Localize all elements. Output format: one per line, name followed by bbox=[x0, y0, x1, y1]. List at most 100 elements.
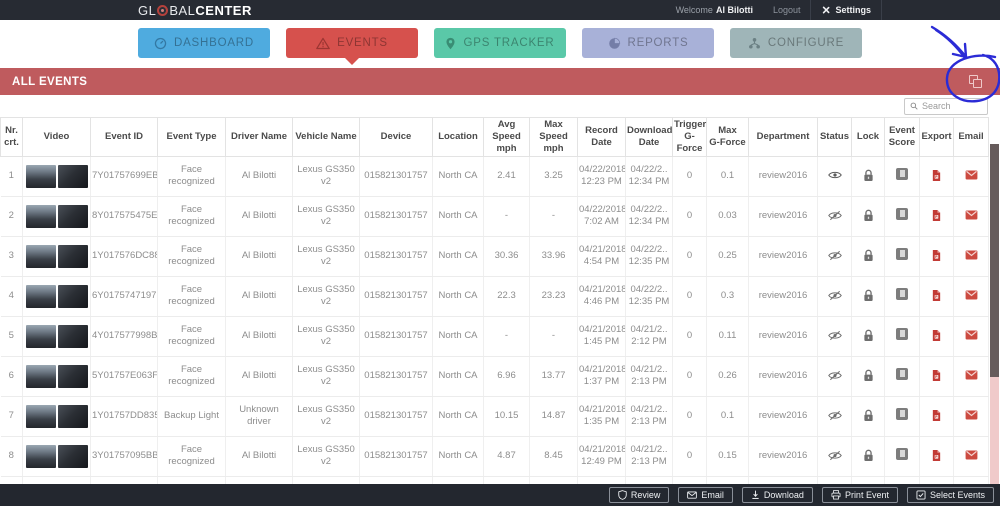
export-pdf-icon[interactable]: P bbox=[931, 249, 942, 262]
video-thumbnail-cabin[interactable] bbox=[57, 444, 88, 468]
logout-link[interactable]: Logout bbox=[772, 5, 801, 15]
video-thumbnail-cabin[interactable] bbox=[57, 164, 88, 188]
column-header[interactable]: Video bbox=[22, 117, 91, 157]
video-thumbnail-front[interactable] bbox=[25, 204, 56, 228]
lock-icon[interactable] bbox=[863, 329, 874, 342]
status-eye-slash-icon[interactable] bbox=[827, 250, 842, 261]
lock-icon[interactable] bbox=[863, 289, 874, 302]
export-pdf-icon[interactable]: P bbox=[931, 449, 942, 462]
column-header[interactable]: Location bbox=[432, 117, 484, 157]
lock-icon[interactable] bbox=[863, 169, 874, 182]
video-thumbnail-front[interactable] bbox=[25, 164, 56, 188]
nav-dashboard-button[interactable]: DASHBOARD bbox=[138, 28, 270, 58]
export-pdf-icon[interactable]: P bbox=[931, 369, 942, 382]
event-score-icon[interactable] bbox=[896, 407, 908, 420]
export-pdf-icon[interactable]: P bbox=[931, 209, 942, 222]
status-eye-slash-icon[interactable] bbox=[827, 370, 842, 381]
column-header[interactable]: Event Score bbox=[884, 117, 920, 157]
column-header[interactable]: Device bbox=[359, 117, 433, 157]
column-header[interactable]: Event Type bbox=[157, 117, 226, 157]
event-score-icon[interactable] bbox=[896, 367, 908, 380]
column-header[interactable]: Nr. crt. bbox=[0, 117, 23, 157]
column-header[interactable]: Department bbox=[748, 117, 818, 157]
video-thumbnail-front[interactable] bbox=[25, 324, 56, 348]
event-score-icon[interactable] bbox=[896, 327, 908, 340]
export-pdf-icon[interactable]: P bbox=[931, 409, 942, 422]
copy-pages-icon[interactable] bbox=[969, 75, 982, 88]
video-thumbnail-front[interactable] bbox=[25, 404, 56, 428]
table-header-row: Nr. crt. Video Event ID Event Type Driver Na… bbox=[0, 117, 989, 157]
nav-configure-button[interactable]: CONFIGURE bbox=[730, 28, 862, 58]
status-eye-slash-icon[interactable] bbox=[827, 410, 842, 421]
video-thumbnail-cabin[interactable] bbox=[57, 324, 88, 348]
event-score-icon[interactable] bbox=[896, 167, 908, 180]
email-row-icon[interactable] bbox=[965, 410, 978, 420]
event-score-icon[interactable] bbox=[896, 247, 908, 260]
video-thumbnail-front[interactable] bbox=[25, 244, 56, 268]
status-eye-slash-icon[interactable] bbox=[827, 330, 842, 341]
status-eye-slash-icon[interactable] bbox=[827, 290, 842, 301]
device-cell: 015821301757 bbox=[359, 236, 433, 277]
print-event-button[interactable]: Print Event bbox=[821, 487, 898, 503]
email-row-icon[interactable] bbox=[965, 330, 978, 340]
maxSpeed-cell: - bbox=[529, 316, 578, 357]
column-header[interactable]: Driver Name bbox=[225, 117, 293, 157]
column-header[interactable]: Email bbox=[953, 117, 989, 157]
export-pdf-icon[interactable]: P bbox=[931, 169, 942, 182]
email-row-icon[interactable] bbox=[965, 250, 978, 260]
video-thumbnail-cabin[interactable] bbox=[57, 284, 88, 308]
email-row-icon[interactable] bbox=[965, 450, 978, 460]
email-row-icon[interactable] bbox=[965, 170, 978, 180]
column-header[interactable]: Avg Speed mph bbox=[483, 117, 530, 157]
eventId-cell: 6Y0175747197 bbox=[90, 276, 158, 317]
email-row-icon[interactable] bbox=[965, 210, 978, 220]
event-score-icon[interactable] bbox=[896, 207, 908, 220]
event-score-icon[interactable] bbox=[896, 287, 908, 300]
lock-icon[interactable] bbox=[863, 249, 874, 262]
email-row-icon[interactable] bbox=[965, 370, 978, 380]
column-header[interactable]: Trigger G-Force bbox=[672, 117, 707, 157]
column-header[interactable]: Export bbox=[919, 117, 954, 157]
review-button[interactable]: Review bbox=[608, 487, 670, 503]
lock-cell bbox=[851, 396, 885, 437]
column-header[interactable]: Download Date bbox=[625, 117, 673, 157]
download-button[interactable]: Download bbox=[741, 487, 813, 503]
avgSpeed-cell: 10.15 bbox=[483, 396, 530, 437]
nav-gps-tracker-button[interactable]: GPS TRACKER bbox=[434, 28, 566, 58]
column-header[interactable]: Max G-Force bbox=[706, 117, 749, 157]
downloadDate-cell: 04/22/2.. 12:35 PM bbox=[625, 276, 673, 317]
export-pdf-icon[interactable]: P bbox=[931, 329, 942, 342]
video-thumbnail-front[interactable] bbox=[25, 364, 56, 388]
nav-reports-button[interactable]: REPORTS bbox=[582, 28, 714, 58]
column-header[interactable]: Event ID bbox=[90, 117, 158, 157]
select-events-button[interactable]: Select Events bbox=[906, 487, 994, 503]
video-thumbnail-cabin[interactable] bbox=[57, 404, 88, 428]
lock-icon[interactable] bbox=[863, 449, 874, 462]
scrollbar-thumb[interactable] bbox=[990, 144, 999, 377]
column-header[interactable]: Vehicle Name bbox=[292, 117, 360, 157]
settings-button[interactable]: Settings bbox=[810, 0, 882, 20]
column-header[interactable]: Record Date bbox=[577, 117, 626, 157]
nav-reports-label: REPORTS bbox=[627, 37, 689, 49]
column-header[interactable]: Lock bbox=[851, 117, 885, 157]
email-button[interactable]: Email bbox=[678, 487, 733, 503]
search-input[interactable] bbox=[922, 101, 982, 111]
column-header[interactable]: Max Speed mph bbox=[529, 117, 578, 157]
export-pdf-icon[interactable]: P bbox=[931, 289, 942, 302]
lock-icon[interactable] bbox=[863, 369, 874, 382]
nav-events-button[interactable]: EVENTS bbox=[286, 28, 418, 58]
video-thumbnail-cabin[interactable] bbox=[57, 244, 88, 268]
vertical-scrollbar[interactable] bbox=[990, 144, 999, 484]
video-thumbnail-cabin[interactable] bbox=[57, 204, 88, 228]
status-eye-icon[interactable] bbox=[827, 170, 842, 180]
video-thumbnail-cabin[interactable] bbox=[57, 364, 88, 388]
status-eye-slash-icon[interactable] bbox=[827, 450, 842, 461]
lock-icon[interactable] bbox=[863, 209, 874, 222]
event-score-icon[interactable] bbox=[896, 447, 908, 460]
email-row-icon[interactable] bbox=[965, 290, 978, 300]
video-thumbnail-front[interactable] bbox=[25, 444, 56, 468]
column-header[interactable]: Status bbox=[817, 117, 852, 157]
video-thumbnail-front[interactable] bbox=[25, 284, 56, 308]
status-eye-slash-icon[interactable] bbox=[827, 210, 842, 221]
lock-icon[interactable] bbox=[863, 409, 874, 422]
